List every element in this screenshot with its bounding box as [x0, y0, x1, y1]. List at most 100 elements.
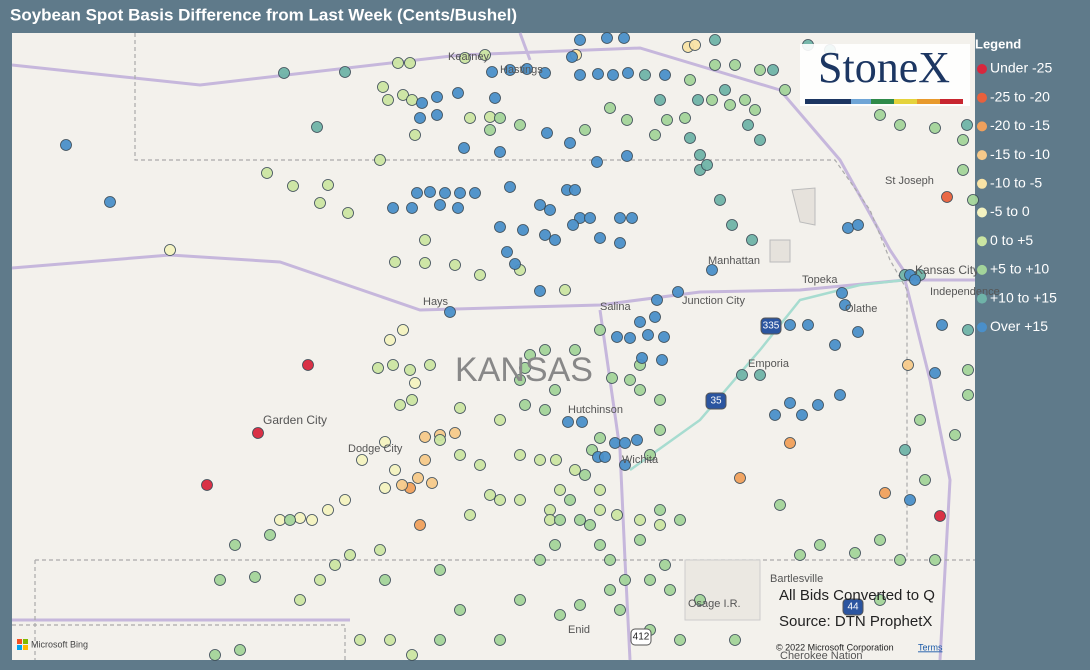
place-label: Cherokee Nation [780, 650, 863, 662]
bid-dot [754, 134, 766, 146]
bid-dot [724, 99, 736, 111]
bid-dot [614, 237, 626, 249]
bid-dot [454, 449, 466, 461]
bid-dot [934, 510, 946, 522]
bid-dot [594, 232, 606, 244]
bid-dot [591, 156, 603, 168]
bid-dot [394, 399, 406, 411]
bid-dot [654, 519, 666, 531]
bid-dot [909, 274, 921, 286]
bid-dot [424, 186, 436, 198]
bid-dot [914, 414, 926, 426]
bid-dot [389, 464, 401, 476]
bid-dot [344, 549, 356, 561]
bid-dot [606, 372, 618, 384]
bid-dot [949, 429, 961, 441]
legend-swatch [977, 92, 987, 103]
bid-dot [534, 199, 546, 211]
shield-label: 412 [633, 632, 650, 643]
bid-dot [539, 404, 551, 416]
bid-dot [706, 264, 718, 276]
bid-dot [754, 64, 766, 76]
bid-dot [539, 67, 551, 79]
terms-link[interactable]: Terms [918, 642, 943, 652]
bid-dot [379, 574, 391, 586]
bid-dot [550, 454, 562, 466]
bid-dot [654, 394, 666, 406]
bid-dot [621, 150, 633, 162]
stripe [894, 99, 917, 104]
bid-dot [419, 431, 431, 443]
bid-dot [689, 39, 701, 51]
bid-dot [519, 362, 531, 374]
place-label: Osage I.R. [688, 598, 741, 610]
bid-dot [514, 119, 526, 131]
bid-dot [382, 94, 394, 106]
place-label: Enid [568, 624, 590, 636]
logo-square [23, 639, 28, 644]
bid-dot [339, 66, 351, 78]
bid-dot [509, 258, 521, 270]
bid-dot [342, 207, 354, 219]
bid-dot [569, 184, 581, 196]
bid-dot [384, 334, 396, 346]
bid-dot [486, 66, 498, 78]
bid-dot [661, 114, 673, 126]
legend-swatch [977, 64, 987, 74]
bid-dot [434, 634, 446, 646]
bid-dot [494, 414, 506, 426]
bid-dot [719, 84, 731, 96]
legend: Legend Under -25 -25 to -20 -20 to -15 -15 … [975, 36, 1057, 334]
bid-dot [852, 326, 864, 338]
bid-dot [624, 332, 636, 344]
bid-dot [434, 199, 446, 211]
bid-dot [454, 187, 466, 199]
place-label: Hays [423, 296, 449, 308]
legend-label: -20 to -15 [990, 117, 1050, 133]
bid-dot [479, 49, 491, 61]
road-shield [842, 598, 864, 616]
logo-square [23, 645, 28, 650]
bid-dot [339, 494, 351, 506]
bid-dot [609, 437, 621, 449]
bid-dot [874, 109, 886, 121]
bid-dot [736, 369, 748, 381]
bid-dot [619, 437, 631, 449]
bid-dot [554, 514, 566, 526]
stripe [805, 99, 828, 104]
bid-dot [514, 449, 526, 461]
legend-swatch [977, 322, 987, 333]
bid-dot [656, 354, 668, 366]
bid-dot [406, 649, 418, 661]
bid-dot [322, 179, 334, 191]
bid-dot [746, 234, 758, 246]
bid-dot [834, 389, 846, 401]
bid-dot [474, 269, 486, 281]
bid-dot [604, 584, 616, 596]
bid-dot [619, 574, 631, 586]
bid-dot [314, 574, 326, 586]
bid-dot [539, 229, 551, 241]
bid-dot [929, 122, 941, 134]
bid-dot [584, 212, 596, 224]
bid-dot [517, 224, 529, 236]
bid-dot [634, 534, 646, 546]
bid-dot [852, 219, 864, 231]
bid-dot [504, 64, 516, 76]
bid-dot [252, 427, 264, 439]
bid-dot [634, 316, 646, 328]
bid-dot [311, 121, 323, 133]
road-shield [705, 392, 727, 410]
bid-dot [651, 294, 663, 306]
bid-dot [594, 504, 606, 516]
bid-dot [539, 344, 551, 356]
bid-dot [919, 474, 931, 486]
bid-dot [729, 59, 741, 71]
legend-label: -10 to -5 [990, 175, 1042, 191]
shield-label: 44 [847, 602, 859, 613]
bid-dot [779, 84, 791, 96]
bid-dot [674, 634, 686, 646]
bid-dot [534, 554, 546, 566]
bid-dot [967, 194, 979, 206]
bid-dot [664, 584, 676, 596]
